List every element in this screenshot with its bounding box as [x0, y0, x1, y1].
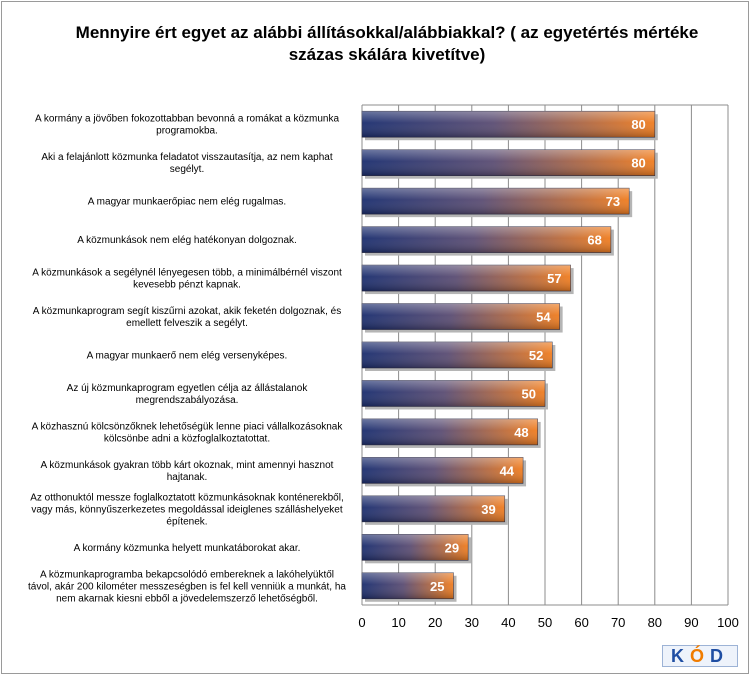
bar-value-label: 68: [587, 233, 601, 248]
bar-value-label: 57: [547, 271, 561, 286]
category-label: A magyar munkaerő nem elég versenyképes.: [87, 351, 288, 362]
x-tick-label: 70: [611, 615, 625, 630]
x-tick-label: 100: [717, 615, 739, 630]
bar-value-label: 52: [529, 348, 543, 363]
bar-value-label: 80: [631, 156, 645, 171]
bar-shine: [362, 265, 571, 292]
bar-value-label: 44: [500, 463, 515, 478]
bar-shine: [362, 380, 545, 407]
category-label: Az otthonuktól messze foglalkoztatott kö…: [30, 492, 344, 527]
category-label: A magyar munkaerőpiac nem elég rugalmas.: [88, 197, 286, 208]
x-tick-label: 30: [465, 615, 479, 630]
bar-value-label: 29: [445, 540, 459, 555]
category-label: Aki a felajánlott közmunka feladatot vis…: [41, 152, 332, 175]
bar-shine: [362, 303, 560, 330]
x-tick-label: 40: [501, 615, 515, 630]
bar-shine: [362, 495, 505, 522]
bar-shine: [362, 418, 538, 445]
category-label: A kormány a jövőben fokozottabban bevonn…: [35, 114, 340, 137]
x-tick-label: 80: [648, 615, 662, 630]
category-label: A kormány közmunka helyett munkatáboroka…: [74, 543, 301, 554]
category-label: A közmunkások gyakran több kárt okoznak,…: [41, 460, 334, 483]
category-label: A közmunkások nem elég hatékonyan dolgoz…: [77, 235, 297, 246]
bar-shine: [362, 188, 630, 215]
bar-shine: [362, 342, 553, 368]
x-tick-label: 50: [538, 615, 552, 630]
bar-value-label: 50: [522, 386, 536, 401]
category-label: A közmunkások a segélynél lényegesen töb…: [32, 268, 342, 291]
x-tick-label: 0: [358, 615, 365, 630]
bar-shine: [362, 149, 655, 176]
kod-logo: KÓD: [662, 645, 738, 667]
category-label: A közmunkaprogram segít kiszűrni azokat,…: [33, 306, 342, 329]
x-tick-label: 90: [684, 615, 698, 630]
bar-shine: [362, 111, 655, 138]
bar-shine: [362, 572, 454, 599]
x-tick-label: 20: [428, 615, 442, 630]
bar-shine: [362, 457, 524, 484]
chart-title: Mennyire ért egyet az alábbi állításokka…: [75, 23, 699, 64]
bar-value-label: 25: [430, 579, 444, 594]
bar-value-label: 54: [536, 310, 551, 325]
category-label: Az új közmunkaprogram egyetlen célja az …: [67, 383, 309, 406]
category-labels: A kormány a jövőben fokozottabban bevonn…: [28, 114, 346, 605]
x-axis-ticks: 0 10 20 30 40 50 60 70 80 90 100: [358, 615, 738, 630]
bar-value-label: 39: [481, 502, 495, 517]
bar-value-label: 80: [631, 117, 645, 132]
x-tick-label: 10: [391, 615, 405, 630]
x-tick-label: 60: [574, 615, 588, 630]
category-label: A közmunkaprogramba bekapcsolódó emberek…: [28, 569, 346, 604]
bar-value-label: 48: [514, 425, 528, 440]
bars-group: 80 80 73 68 57 54 52 50 48 44 39 29 25: [361, 110, 658, 602]
bar-value-label: 73: [606, 194, 620, 209]
category-label: A közhasznú kölcsönzőknek lehetőségük le…: [32, 421, 344, 444]
bar-shine: [362, 226, 611, 253]
bar-shine: [362, 534, 469, 561]
